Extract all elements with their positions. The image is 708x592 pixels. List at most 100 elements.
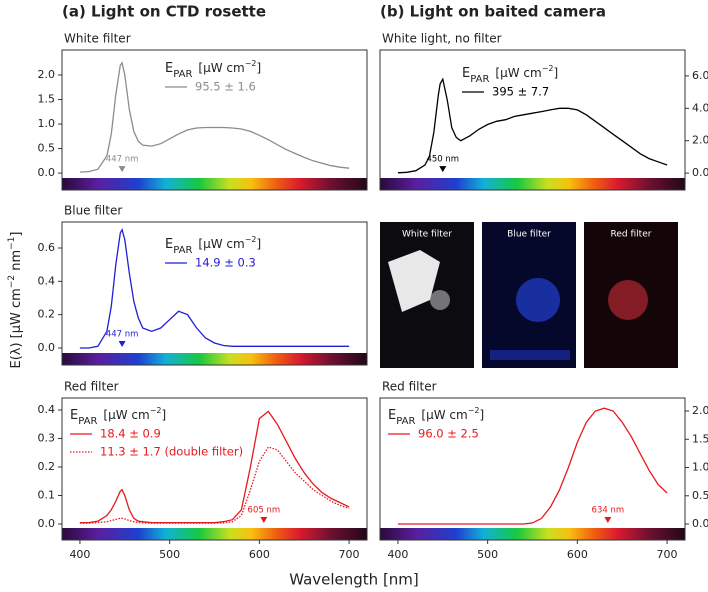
legend-title-sup: −2 — [468, 406, 480, 415]
peak-label: 450 nm — [426, 155, 459, 165]
chart-title: White filter — [64, 32, 131, 46]
x-tick-label: 600 — [249, 548, 270, 561]
series-line — [79, 61, 350, 173]
plot-frame — [61, 221, 368, 366]
legend-title-part: E — [165, 61, 173, 76]
y-label-part: nm — [9, 250, 24, 275]
plot-frame — [61, 397, 368, 541]
photo-detail — [490, 350, 570, 360]
peak-marker — [118, 341, 126, 347]
photo-label: Red filter — [611, 230, 652, 240]
panel-title: (a) Light on CTD rosette — [62, 3, 266, 21]
peak-marker — [260, 517, 268, 524]
y-tick-label: 1.0 — [38, 117, 56, 130]
plot-frame — [379, 397, 686, 541]
y-tick-label: 1.5 — [38, 93, 56, 106]
y-label-part: E(λ) [μW cm — [9, 288, 24, 368]
legend-label: 96.0 ± 2.5 — [418, 427, 479, 441]
spectrum-bar — [62, 528, 367, 540]
peak-label: 447 nm — [106, 330, 139, 340]
legend-label: 11.3 ± 1.7 (double filter) — [100, 445, 243, 459]
x-tick-label: 500 — [477, 548, 498, 561]
legend-title-sup: −2 — [245, 59, 257, 68]
chart-title: Red filter — [64, 380, 119, 394]
peak-marker — [118, 166, 126, 173]
legend-title-part: ] — [554, 66, 559, 80]
y-tick-label: 0.0 — [692, 517, 708, 530]
peak-label: 447 nm — [106, 155, 139, 165]
y-tick-label: 0.0 — [38, 166, 56, 179]
y-tick-label: 0.1 — [38, 489, 56, 502]
y-tick-label: 0.6 — [38, 241, 56, 254]
x-tick-label: 500 — [159, 548, 180, 561]
photo-label: White filter — [402, 230, 452, 240]
legend-title-part: [μW cm — [421, 408, 467, 422]
chart-title: Red filter — [382, 380, 437, 394]
x-tick-label: 600 — [567, 548, 588, 561]
x-tick-label: 700 — [657, 548, 678, 561]
y-tick-label: 0.0 — [692, 166, 708, 179]
legend-title: EPAR [μW cm−2] — [462, 64, 558, 85]
legend-title-sub: PAR — [173, 245, 192, 256]
photo-detail — [516, 278, 560, 322]
legend-title-part: ] — [480, 408, 485, 422]
legend-title-part: ] — [257, 61, 262, 75]
peak-marker — [604, 517, 612, 524]
y-label-sup: −2 — [7, 275, 17, 288]
y-tick-label: 2.0 — [38, 68, 56, 81]
legend-title-sup: −2 — [542, 64, 554, 73]
y-tick-label: 4.0 — [692, 101, 708, 114]
legend-title-part: E — [165, 237, 173, 252]
spectrum-bar — [380, 528, 685, 540]
legend-title: EPAR [μW cm−2] — [165, 235, 261, 256]
y-tick-label: 0.4 — [38, 403, 56, 416]
x-tick-label: 700 — [339, 548, 360, 561]
legend-title-part: ] — [257, 237, 262, 251]
series-line — [79, 446, 350, 524]
chart-title: Blue filter — [64, 204, 122, 218]
y-axis-label: E(λ) [μW cm−2 nm−1] — [7, 231, 24, 368]
legend-label: 95.5 ± 1.6 — [195, 80, 256, 94]
legend-title-part: E — [388, 408, 396, 423]
photo-detail — [388, 250, 440, 312]
legend-title-part: [μW cm — [198, 61, 244, 75]
legend-title: EPAR [μW cm−2] — [388, 406, 484, 427]
legend-title-part: E — [462, 66, 470, 81]
y-tick-label: 0.0 — [38, 341, 56, 354]
legend-label: 395 ± 7.7 — [492, 85, 549, 99]
y-label-part: ] — [9, 231, 24, 236]
photo-detail — [430, 290, 450, 310]
series-line — [397, 407, 668, 525]
y-tick-label: 2.0 — [692, 134, 708, 147]
y-tick-label: 0.5 — [692, 489, 708, 502]
y-tick-label: 0.4 — [38, 274, 56, 287]
legend-title-part: E — [70, 408, 78, 423]
spectrum-bar — [62, 178, 367, 190]
spectrum-bar — [62, 353, 367, 365]
plot-frame — [61, 49, 368, 191]
x-tick-label: 400 — [69, 548, 90, 561]
y-tick-label: 0.2 — [38, 460, 56, 473]
spectrum-bar — [380, 178, 685, 190]
y-tick-label: 6.0 — [692, 69, 708, 82]
photos: White filter Blue filter Red filter — [380, 222, 678, 368]
peak-label: 634 nm — [592, 506, 625, 516]
series-line — [79, 410, 350, 524]
y-label-sup: −1 — [7, 237, 17, 250]
legend-title: EPAR [μW cm−2] — [165, 59, 261, 80]
plot-frame — [379, 49, 686, 191]
legend-title-sup: −2 — [245, 235, 257, 244]
chart-title: White light, no filter — [382, 32, 502, 46]
legend-title-part: [μW cm — [495, 66, 541, 80]
y-tick-label: 1.0 — [692, 461, 708, 474]
y-tick-label: 0.5 — [38, 142, 56, 155]
legend-title-sub: PAR — [78, 416, 97, 427]
legend-label: 14.9 ± 0.3 — [195, 256, 256, 270]
y-tick-label: 0.0 — [38, 517, 56, 530]
y-tick-label: 1.5 — [692, 432, 708, 445]
y-tick-label: 0.2 — [38, 308, 56, 321]
x-axis-label: Wavelength [nm] — [289, 571, 419, 589]
y-tick-label: 2.0 — [692, 404, 708, 417]
peak-label: 605 nm — [248, 506, 281, 516]
legend-title-sup: −2 — [150, 406, 162, 415]
